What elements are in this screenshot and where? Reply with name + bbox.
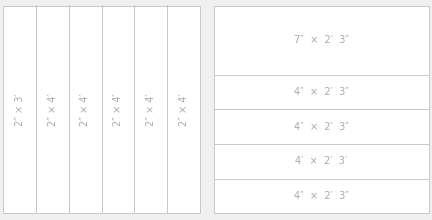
Text: 7″  ×  2′  3″: 7″ × 2′ 3″ [294,35,349,45]
Text: 4″  ×  2′  3″: 4″ × 2′ 3″ [294,191,349,201]
Text: 2″ × 4′: 2″ × 4′ [113,93,123,126]
Text: 2″ × 4′: 2″ × 4′ [48,93,57,126]
Text: 2″ × 4′: 2″ × 4′ [80,93,90,126]
Bar [3,6,200,213]
Text: 2″ × 4′: 2″ × 4′ [146,93,156,126]
Text: 4″  ×  2′  3″: 4″ × 2′ 3″ [294,122,349,132]
Text: 4′  ×  2′  3′: 4′ × 2′ 3′ [295,156,347,166]
Text: 2″ × 3′: 2″ × 3′ [15,93,25,126]
Text: 2″ × 4′: 2″ × 4′ [179,93,189,126]
Text: 4″  ×  2′  3″: 4″ × 2′ 3″ [294,87,349,97]
Bar [214,6,429,213]
